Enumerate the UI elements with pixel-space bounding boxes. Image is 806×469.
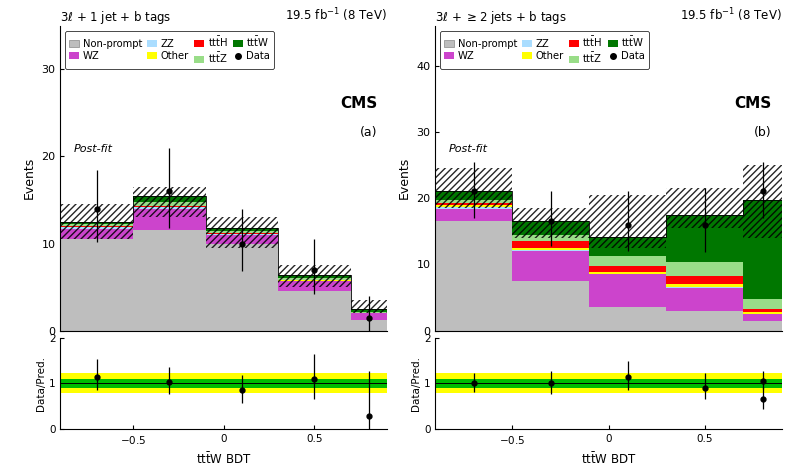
Bar [667,311,743,331]
Bar [667,287,743,311]
Bar [133,205,206,206]
Bar [133,207,206,209]
Bar [206,228,278,231]
Bar [60,229,133,239]
Bar [743,312,782,314]
Bar [278,265,351,287]
Text: (b): (b) [754,126,771,139]
Bar [589,272,667,273]
Bar [133,187,206,218]
Bar [60,227,133,229]
Bar [133,230,206,331]
Y-axis label: Data/Pred.: Data/Pred. [411,356,421,411]
Bar [206,243,278,331]
Bar [589,237,667,257]
Bar [435,191,513,200]
X-axis label: tt$\bar{\rm t}$W BDT: tt$\bar{\rm t}$W BDT [581,452,636,467]
Bar [133,196,206,202]
Bar [513,221,589,234]
Bar [206,234,278,235]
Bar [278,275,351,278]
Bar [743,299,782,309]
Bar [589,274,667,308]
Text: CMS: CMS [340,96,377,111]
Bar [743,321,782,331]
Bar [667,215,743,262]
Bar [278,281,351,291]
Bar [60,224,133,226]
Bar [435,207,513,209]
Bar [513,234,589,241]
Bar [60,226,133,227]
Bar [667,262,743,276]
Bar [513,241,589,248]
Bar [133,202,206,205]
Bar [435,200,513,204]
Bar [435,221,513,331]
Text: 19.5 fb$^{-1}$ (8 TeV): 19.5 fb$^{-1}$ (8 TeV) [680,7,782,24]
Bar [351,313,387,320]
Text: 3$\ell$ + 1 jet + b tags: 3$\ell$ + 1 jet + b tags [60,9,172,26]
Bar [206,218,278,248]
Legend: Non-prompt, WZ, ZZ, Other, tt$\bar{\rm t}$H, tt$\bar{\rm t}$Z, tt$\bar{\rm t}$W,: Non-prompt, WZ, ZZ, Other, tt$\bar{\rm t… [65,31,274,69]
Bar [513,251,589,281]
Bar [589,308,667,331]
Legend: Non-prompt, WZ, ZZ, Other, tt$\bar{\rm t}$H, tt$\bar{\rm t}$Z, tt$\bar{\rm t}$W,: Non-prompt, WZ, ZZ, Other, tt$\bar{\rm t… [440,31,649,69]
Bar [589,257,667,266]
Bar [589,273,667,274]
Bar [589,195,667,248]
Bar [513,208,589,238]
Bar [206,235,278,243]
Bar [667,276,743,284]
Bar [667,188,743,228]
Bar [513,250,589,251]
Text: 3$\ell$ + $\geq$2 jets + b tags: 3$\ell$ + $\geq$2 jets + b tags [435,9,567,26]
Bar [513,248,589,250]
Bar [435,205,513,207]
Y-axis label: Events: Events [397,157,411,199]
Bar [60,222,133,224]
Bar [743,309,782,312]
Bar [435,204,513,205]
Text: Post-fit: Post-fit [73,144,113,154]
Bar [206,231,278,233]
Bar [278,278,351,280]
Bar [351,300,387,313]
Text: (a): (a) [359,126,377,139]
Text: CMS: CMS [734,96,771,111]
Text: Post-fit: Post-fit [449,144,488,154]
Bar [589,266,667,272]
Bar [351,309,387,312]
Bar [743,165,782,238]
Y-axis label: Events: Events [23,157,36,199]
X-axis label: tt$\bar{\rm t}$W BDT: tt$\bar{\rm t}$W BDT [196,452,251,467]
Text: 19.5 fb$^{-1}$ (8 TeV): 19.5 fb$^{-1}$ (8 TeV) [285,7,387,24]
Bar [60,204,133,239]
Bar [513,281,589,331]
Bar [351,312,387,313]
Bar [133,209,206,230]
Bar [435,209,513,221]
Bar [60,239,133,331]
Bar [667,284,743,287]
Bar [743,314,782,321]
Bar [351,320,387,331]
Bar [278,291,351,331]
Bar [435,168,513,208]
Bar [743,200,782,299]
Y-axis label: Data/Pred.: Data/Pred. [36,356,46,411]
